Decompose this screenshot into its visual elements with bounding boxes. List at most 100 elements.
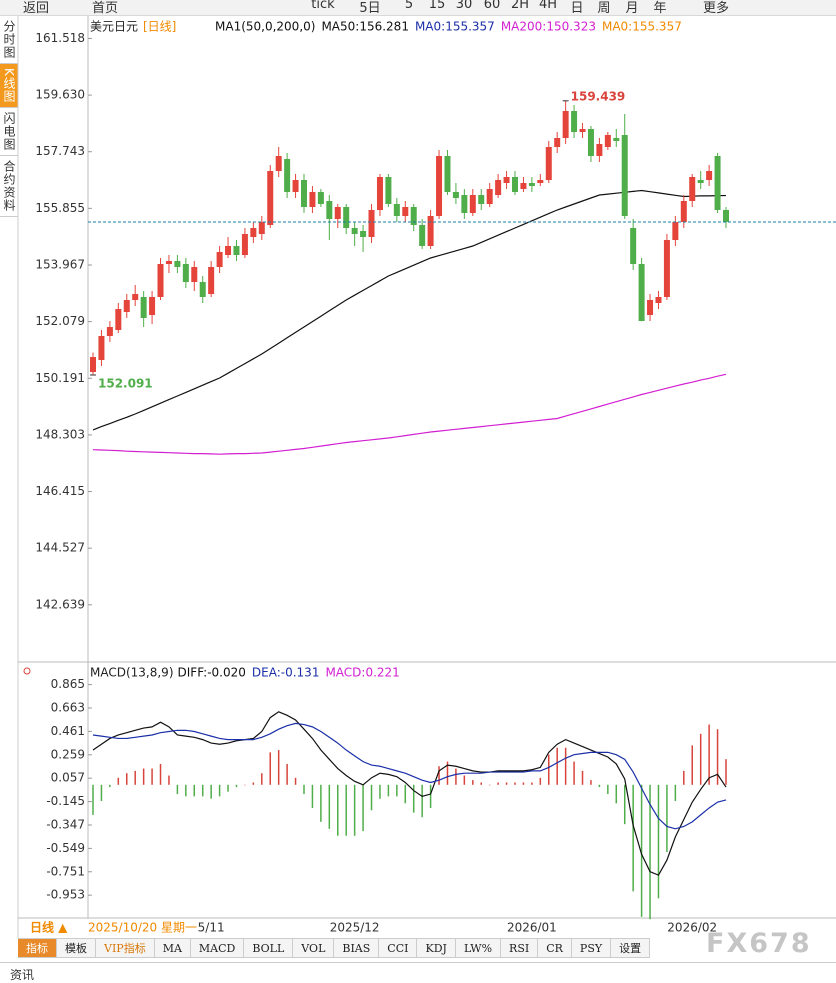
indicator-tab[interactable]: 设置	[611, 939, 651, 957]
candle-body	[351, 228, 358, 234]
indicator-tab[interactable]: MACD	[191, 939, 245, 957]
macd-bar	[252, 782, 255, 785]
macd-bar	[716, 729, 719, 785]
indicator-tab[interactable]: RSI	[501, 939, 539, 957]
macd-bar	[480, 782, 482, 785]
macd-bar	[100, 784, 103, 802]
indicator-tab[interactable]: PSY	[572, 939, 612, 957]
toolbar-button[interactable]: 更多	[702, 1, 730, 16]
indicator-tab[interactable]: LW%	[456, 939, 502, 957]
candle-body	[512, 177, 518, 192]
side-tab[interactable]: 合约资料	[0, 156, 18, 217]
candle-body	[503, 177, 510, 183]
candle-body	[343, 207, 350, 228]
macd-bar	[227, 784, 229, 792]
macd-bar	[463, 775, 466, 785]
candle-body	[537, 180, 544, 183]
candle-body	[115, 309, 122, 330]
toolbar-button[interactable]: 月	[625, 1, 639, 16]
indicator-line	[92, 373, 727, 455]
toolbar-button[interactable]: 年	[653, 1, 667, 16]
macd-bar	[446, 761, 449, 785]
candle-body	[216, 252, 223, 267]
macd-bar	[640, 784, 643, 917]
legend-entry: MA1(50,0,200,0)	[215, 20, 315, 34]
y-tick-label: -0.953	[46, 888, 85, 902]
y-tick-label: 159.630	[35, 88, 85, 102]
toolbar-button[interactable]: 周	[597, 1, 611, 16]
macd-bar	[337, 784, 339, 836]
macd-bar	[244, 784, 246, 786]
side-tab[interactable]: 分时图	[0, 16, 18, 64]
period-toggle[interactable]: 日线 ▲	[30, 920, 68, 935]
macd-bar	[185, 784, 187, 797]
macd-bar	[683, 770, 685, 785]
high-annotation: 159.439	[571, 89, 626, 103]
news-label[interactable]: 资讯	[10, 968, 35, 982]
toolbar-button[interactable]: 2H	[510, 0, 530, 12]
candle-body	[182, 264, 189, 282]
candle-body	[571, 111, 578, 132]
indicator-tab[interactable]: VIP指标	[96, 939, 155, 957]
toolbar-button[interactable]: 4H	[538, 0, 558, 12]
indicator-tab[interactable]: CCI	[379, 939, 418, 957]
indicator-tab[interactable]: MA	[155, 939, 191, 957]
indicator-tab[interactable]: BOLL	[244, 939, 294, 957]
toolbar-button[interactable]: 日	[570, 1, 584, 16]
toolbar-button[interactable]: 5日	[359, 1, 381, 16]
macd-bar	[455, 768, 457, 785]
toolbar-button[interactable]: 60	[483, 0, 501, 12]
macd-bar	[539, 777, 542, 785]
macd-bar	[286, 763, 288, 785]
candle-body	[520, 183, 527, 189]
indicator-line	[92, 722, 727, 830]
toolbar-button[interactable]: 首页	[91, 1, 119, 16]
candle-body	[461, 195, 468, 213]
candle-body	[528, 183, 535, 186]
indicator-tab[interactable]: KDJ	[417, 939, 456, 957]
macd-bar	[92, 784, 94, 815]
macd-bar	[353, 784, 356, 836]
macd-bar	[548, 754, 550, 785]
side-tab[interactable]: 闪电图	[0, 108, 18, 156]
legend-entry: MA200:150.323	[501, 20, 596, 34]
candle-body	[469, 195, 476, 213]
candle-body	[376, 177, 383, 210]
macd-bar	[387, 784, 390, 797]
toolbar-button[interactable]: 30	[455, 0, 473, 12]
macd-bar	[117, 777, 120, 785]
y-tick-label: 155.855	[35, 201, 85, 215]
candle-body	[284, 159, 291, 192]
candle-body	[165, 261, 172, 264]
candle-body	[267, 171, 274, 225]
indicator-tab[interactable]: BIAS	[334, 939, 380, 957]
macd-bar	[412, 784, 415, 813]
watermark: FX678	[706, 928, 812, 959]
candle-body	[706, 171, 713, 180]
candle-body	[317, 192, 324, 204]
macd-bar	[159, 763, 162, 785]
macd-bar	[564, 747, 567, 785]
candle-body	[562, 111, 569, 138]
indicator-tab[interactable]: VOL	[293, 939, 335, 957]
macd-bar	[699, 733, 702, 785]
indicator-tab[interactable]: CR	[538, 939, 572, 957]
candle-body	[233, 246, 240, 255]
indicator-tab[interactable]: 指标	[18, 939, 57, 957]
toolbar-button[interactable]: 15	[428, 0, 446, 12]
macd-bar	[151, 768, 153, 785]
candle-body	[613, 138, 620, 141]
candle-body	[225, 246, 232, 255]
candle-body	[436, 156, 443, 216]
candle-body	[199, 282, 206, 297]
settings-icon[interactable]	[23, 667, 31, 675]
candle-body	[663, 240, 670, 297]
macd-bar	[370, 784, 373, 811]
toolbar-button[interactable]: 5	[404, 0, 414, 12]
toolbar-button[interactable]: tick	[311, 0, 335, 12]
indicator-tab[interactable]: 模板	[57, 939, 96, 957]
period-label[interactable]: [日线]	[143, 20, 176, 34]
toolbar-button[interactable]: 返回	[22, 1, 50, 16]
side-tab[interactable]: K线图	[0, 64, 18, 108]
